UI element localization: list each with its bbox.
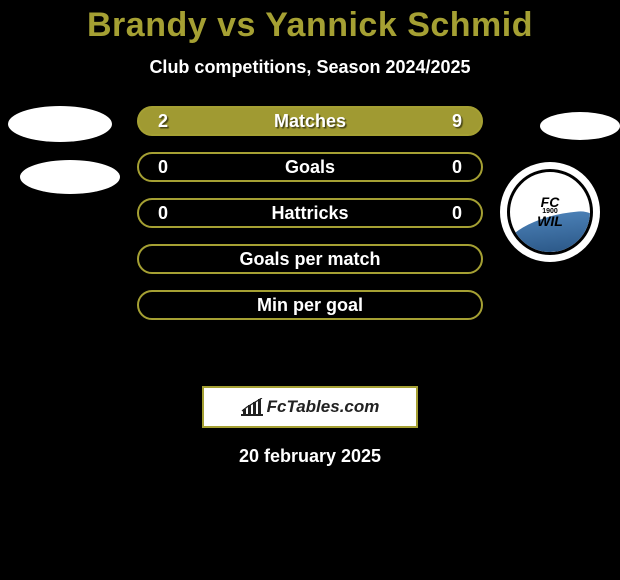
page-title: Brandy vs Yannick Schmid xyxy=(0,6,620,45)
date-label: 20 february 2025 xyxy=(0,446,620,467)
player-right-avatar xyxy=(540,112,620,140)
fctables-watermark: FcTables.com xyxy=(202,386,418,428)
club-badge-name: WIL xyxy=(537,215,563,228)
stat-bar: 2Matches9 xyxy=(137,106,483,136)
player-left-avatar xyxy=(8,106,112,142)
stat-bar: Min per goal xyxy=(137,290,483,320)
stat-label: Min per goal xyxy=(139,295,481,316)
season-subtitle: Club competitions, Season 2024/2025 xyxy=(0,57,620,78)
bar-chart-icon xyxy=(241,398,263,416)
fctables-label: FcTables.com xyxy=(267,397,380,417)
club-right-badge: FC 1900 WIL xyxy=(500,162,600,262)
stat-label: Goals per match xyxy=(139,249,481,270)
club-left-avatar xyxy=(20,160,120,194)
stats-area: FC 1900 WIL 2Matches9 0Goals0 0Hattricks0 G… xyxy=(0,106,620,366)
comparison-card: Brandy vs Yannick Schmid Club competitio… xyxy=(0,0,620,467)
stat-label: Matches xyxy=(139,111,481,132)
club-badge-inner: FC 1900 WIL xyxy=(507,169,593,255)
stat-bars: 2Matches9 0Goals0 0Hattricks0 Goals per mat… xyxy=(137,106,483,320)
stat-bar: 0Goals0 xyxy=(137,152,483,182)
stat-label: Hattricks xyxy=(139,203,481,224)
stat-label: Goals xyxy=(139,157,481,178)
stat-bar: Goals per match xyxy=(137,244,483,274)
stat-bar: 0Hattricks0 xyxy=(137,198,483,228)
